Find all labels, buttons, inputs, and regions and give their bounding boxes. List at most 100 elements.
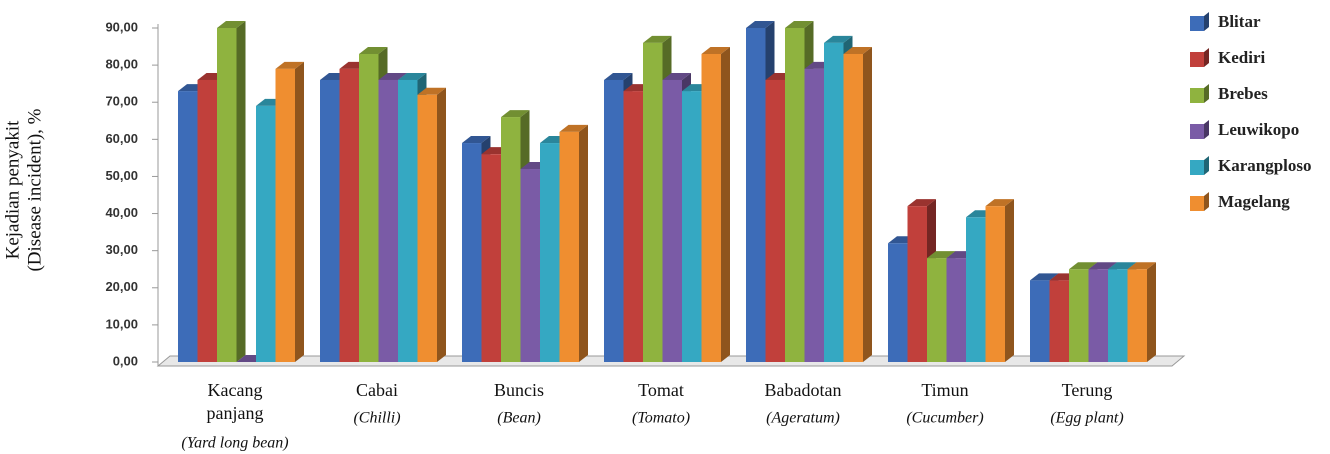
bar	[843, 53, 863, 362]
x-tick-label: Terung	[1062, 380, 1113, 400]
label-line: panjang	[207, 403, 264, 423]
bar	[888, 243, 908, 362]
legend-label: Brebes	[1218, 84, 1268, 103]
label-line: Kacang	[208, 380, 263, 400]
y-tick-label: 30,00	[105, 242, 138, 257]
x-tick-label-translation: (Cucumber)	[906, 410, 983, 427]
bar-top	[1069, 262, 1098, 270]
x-tick-label-translation: (Egg plant)	[1050, 410, 1123, 427]
x-tick-label: Cabai	[356, 380, 398, 400]
y-tick-label: 90,00	[105, 19, 138, 34]
bar	[320, 79, 340, 362]
y-tick-label: 20,00	[105, 279, 138, 294]
bar-side	[1147, 262, 1156, 362]
bar	[501, 117, 521, 362]
bar-top	[417, 87, 446, 95]
y-label: Kejadian penyakit	[2, 120, 23, 259]
bar	[765, 79, 785, 362]
x-tick-label-translation: (Bean)	[497, 410, 541, 427]
bar	[623, 91, 643, 362]
bar	[643, 42, 663, 362]
bar	[1127, 269, 1147, 362]
legend-swatch-side	[1204, 156, 1209, 175]
y-tick-label: 0,00	[113, 353, 138, 368]
bar	[1069, 269, 1089, 362]
bar	[907, 206, 927, 362]
bar	[359, 53, 379, 362]
x-tick-label: Tomat	[638, 380, 684, 400]
bar	[275, 68, 295, 363]
bar-top	[559, 124, 588, 132]
bar	[946, 258, 966, 362]
bar-top	[843, 46, 872, 54]
y-axis-title: Kejadian penyakit (Disease incident), %	[2, 108, 45, 271]
bar-top	[462, 136, 491, 144]
y-tick-label: 10,00	[105, 316, 138, 331]
y-label-2: (Disease incident), %	[24, 108, 45, 271]
bar-top	[1108, 262, 1137, 270]
bar-top	[907, 199, 936, 207]
bar	[417, 94, 437, 363]
bar	[824, 42, 844, 362]
bar-side	[437, 87, 446, 363]
bar	[481, 154, 501, 362]
x-tick-label: Buncis	[494, 380, 544, 400]
legend-label: Leuwikopo	[1218, 120, 1299, 139]
bar	[339, 68, 359, 363]
x-tick-label-translation: (Tomato)	[632, 410, 690, 427]
bar-side	[295, 61, 304, 362]
bar-top	[1030, 273, 1059, 281]
bar-top	[746, 21, 775, 28]
x-tick-label-translation: (Yard long bean)	[181, 435, 288, 452]
bar	[1108, 269, 1128, 362]
bar	[966, 217, 986, 362]
bar	[398, 79, 418, 362]
bar-side	[1005, 199, 1014, 362]
bar-top	[398, 72, 427, 80]
bar-top	[662, 72, 691, 80]
bar-top	[359, 46, 388, 54]
bar-top	[501, 110, 530, 118]
legend-label: Karangploso	[1218, 156, 1312, 175]
bar	[604, 79, 624, 362]
bar	[682, 91, 702, 362]
bar	[662, 79, 682, 362]
legend-label: Blitar	[1218, 12, 1261, 31]
bar-top	[378, 72, 407, 80]
bar	[256, 105, 276, 362]
bar	[1030, 280, 1050, 362]
bar-top	[217, 21, 246, 28]
bar-top	[1127, 262, 1156, 270]
x-tick-label: Babadotan	[765, 380, 842, 400]
legend-swatch-side	[1204, 12, 1209, 31]
bar	[520, 169, 540, 362]
bar	[178, 91, 198, 362]
bar-top	[701, 46, 730, 54]
bar-side	[579, 124, 588, 363]
bar	[701, 53, 721, 362]
bar-top	[785, 21, 814, 28]
bar	[197, 79, 217, 362]
legend-swatch-side	[1204, 120, 1209, 139]
x-tick-label-translation: (Chilli)	[353, 410, 400, 427]
bar	[217, 28, 237, 362]
x-tick-label: Timun	[921, 380, 968, 400]
legend-swatch-side	[1204, 192, 1209, 211]
legend-swatch	[1190, 160, 1204, 175]
bar	[540, 143, 560, 362]
bar-side	[236, 21, 246, 362]
legend-swatch	[1190, 196, 1204, 211]
legend-swatch	[1190, 52, 1204, 67]
bar	[985, 206, 1005, 362]
legend-label: Magelang	[1218, 192, 1290, 211]
y-tick-label: 70,00	[105, 94, 138, 109]
bar	[378, 79, 398, 362]
bar	[927, 258, 947, 362]
bar	[804, 68, 824, 363]
legend-swatch	[1190, 88, 1204, 103]
y-tick-label: 40,00	[105, 205, 138, 220]
bar	[785, 28, 805, 362]
bar-top	[824, 35, 853, 43]
x-tick-label-translation: (Ageratum)	[766, 410, 840, 427]
